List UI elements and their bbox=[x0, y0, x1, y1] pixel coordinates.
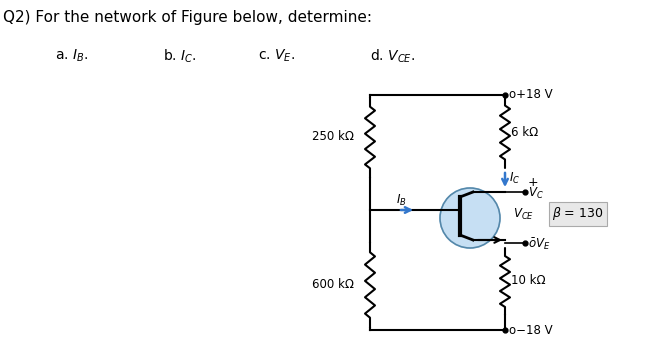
Text: +: + bbox=[528, 175, 539, 189]
Text: $\bar{o}V_E$: $\bar{o}V_E$ bbox=[528, 236, 551, 252]
Text: 600 kΩ: 600 kΩ bbox=[312, 279, 354, 291]
Text: c. $V_E$.: c. $V_E$. bbox=[258, 48, 295, 64]
Text: d. $V_{CE}$.: d. $V_{CE}$. bbox=[370, 48, 415, 65]
Text: $V_{CE}$: $V_{CE}$ bbox=[513, 207, 534, 221]
Text: 10 kΩ: 10 kΩ bbox=[511, 274, 545, 288]
Text: o+18 V: o+18 V bbox=[509, 88, 553, 100]
Text: 250 kΩ: 250 kΩ bbox=[312, 130, 354, 144]
Text: a. $I_B$.: a. $I_B$. bbox=[55, 48, 88, 64]
Text: $\beta$ = 130: $\beta$ = 130 bbox=[552, 206, 603, 222]
Text: $I_B$: $I_B$ bbox=[396, 192, 407, 208]
Text: 6 kΩ: 6 kΩ bbox=[511, 126, 538, 138]
Text: $I_C$: $I_C$ bbox=[509, 171, 520, 185]
Circle shape bbox=[440, 188, 500, 248]
Text: $V_C$: $V_C$ bbox=[528, 185, 544, 201]
Text: b. $I_C$.: b. $I_C$. bbox=[163, 48, 197, 65]
Text: o−18 V: o−18 V bbox=[509, 325, 553, 337]
Text: Q2) For the network of Figure below, determine:: Q2) For the network of Figure below, det… bbox=[3, 10, 372, 25]
